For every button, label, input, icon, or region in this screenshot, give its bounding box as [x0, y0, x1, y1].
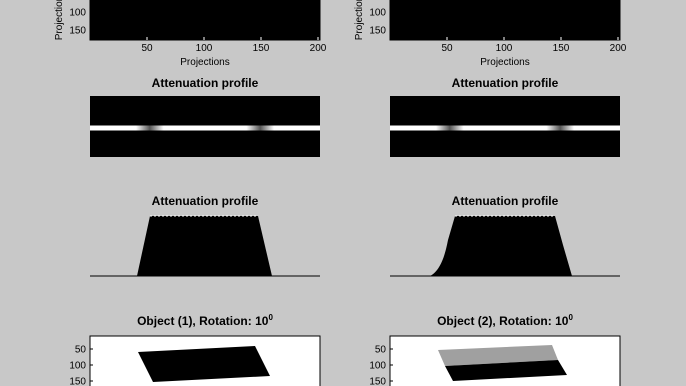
y-tick-label: 100 — [369, 8, 386, 19]
panel-title: Attenuation profile — [152, 76, 259, 90]
y-tick-label: 50 — [75, 345, 87, 356]
y-tick-label: 100 — [69, 361, 86, 372]
y-tick-label: 150 — [369, 26, 386, 37]
y-tick-label: 100 — [69, 8, 86, 19]
x-tick-label: 50 — [441, 43, 453, 54]
beam-line — [390, 125, 620, 131]
object-shape-upper — [438, 345, 558, 366]
y-tick-label: 100 — [369, 361, 386, 372]
profile-shape — [430, 216, 572, 276]
object-shape-lower — [445, 360, 567, 381]
title-superscript: 0 — [268, 313, 273, 322]
panel-title: Object (2), Rotation: 100 — [437, 313, 573, 328]
y-tick-label: 150 — [69, 377, 86, 386]
title-superscript: 0 — [568, 313, 573, 322]
panel-title: Attenuation profile — [452, 194, 559, 208]
y-tick-label: 150 — [69, 26, 86, 37]
panel-title: Attenuation profile — [152, 194, 259, 208]
projection-image — [389, 0, 621, 41]
x-tick-label: 100 — [496, 43, 513, 54]
x-tick-label: 150 — [553, 43, 570, 54]
x-tick-label: 150 — [253, 43, 270, 54]
x-axis-label: Projections — [180, 57, 229, 68]
y-axis-label: Projection — [354, 0, 365, 40]
object-shape — [138, 346, 270, 382]
profile-shape — [137, 216, 272, 276]
panel-title: Object (1), Rotation: 100 — [137, 313, 273, 328]
x-tick-label: 200 — [610, 43, 627, 54]
x-tick-label: 200 — [310, 43, 327, 54]
beam-line — [90, 125, 320, 131]
title-text: Object (1), Rotation: 10 — [137, 314, 269, 328]
panel-title: Attenuation profile — [452, 76, 559, 90]
x-tick-label: 50 — [141, 43, 153, 54]
x-tick-label: 100 — [196, 43, 213, 54]
x-axis-label: Projections — [480, 57, 529, 68]
y-tick-label: 50 — [375, 345, 387, 356]
y-tick-label: 150 — [369, 377, 386, 386]
y-axis-label: Projection — [54, 0, 65, 40]
title-text: Object (2), Rotation: 10 — [437, 314, 569, 328]
projection-image — [89, 0, 321, 41]
